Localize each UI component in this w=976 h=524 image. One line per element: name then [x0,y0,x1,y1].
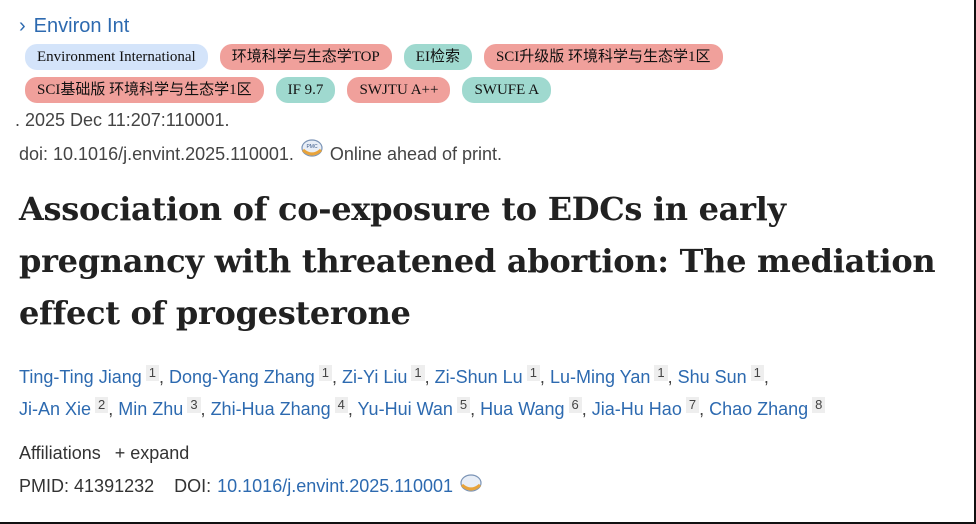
pmc-icon[interactable]: PMC [300,138,324,158]
author-link[interactable]: Ting-Ting Jiang [19,367,142,387]
affiliation-number[interactable]: 1 [411,365,425,381]
badge: 环境科学与生态学TOP [219,44,392,70]
author-link[interactable]: Yu-Hui Wan [357,399,453,419]
author-link[interactable]: Jia-Hu Hao [591,399,682,419]
affiliations-label: Affiliations [19,443,101,463]
doi-link[interactable]: 10.1016/j.envint.2025.110001 [217,476,454,496]
affiliation-number[interactable]: 3 [187,397,201,413]
affiliation-number[interactable]: 4 [334,397,348,413]
badge: SCI升级版 环境科学与生态学1区 [483,44,723,70]
author-link[interactable]: Dong-Yang Zhang [168,367,315,387]
pmid-value: 41391232 [74,476,155,496]
article-title: Association of co-exposure to EDCs in ea… [19,190,936,332]
identifiers: PMID: 41391232 DOI: 10.1016/j.envint.202… [19,473,966,497]
affiliation-number[interactable]: 1 [145,365,159,381]
journal-name: Environ Int [33,14,130,37]
pmid-label: PMID: [19,476,70,496]
affiliations: Affiliations + expand [19,443,966,464]
badge: SWJTU A++ [347,77,451,103]
expand-affiliations-button[interactable]: + expand [114,443,190,463]
pmc-icon[interactable] [459,473,483,493]
badge: Environment International [25,44,208,70]
author-link[interactable]: Shu Sun [677,367,747,387]
doi-line: doi: 10.1016/j.envint.2025.110001. PMC O… [19,139,966,169]
doi-text: doi: 10.1016/j.envint.2025.110001. [19,144,294,164]
affiliation-number[interactable]: 2 [95,397,109,413]
badge: SWUFE A [462,77,552,103]
citation: . 2025 Dec 11:207:110001. [15,110,230,130]
affiliation-number[interactable]: 1 [654,365,668,381]
author-link[interactable]: Zi-Yi Liu [342,367,408,387]
affiliation-number[interactable]: 7 [685,397,700,413]
author-link[interactable]: Ji-An Xie [19,399,92,419]
author-link[interactable]: Zhi-Hua Zhang [210,399,331,419]
journal-link[interactable]: › Environ Int [19,12,966,40]
svg-text:PMC: PMC [306,144,318,150]
affiliation-number[interactable]: 1 [318,365,332,381]
author-list: Ting-Ting Jiang 1, Dong-Yang Zhang 1, Zi-Y… [19,361,966,425]
author-link[interactable]: Lu-Ming Yan [549,367,651,387]
affiliation-number[interactable]: 5 [456,397,471,413]
author-link[interactable]: Min Zhu [118,399,184,419]
badge: EI检索 [403,44,472,70]
badge-list: Environment International 环境科学与生态学TOP EI检索… [25,44,845,103]
author-link[interactable]: Chao Zhang [709,399,809,419]
author-link[interactable]: Zi-Shun Lu [434,367,523,387]
publication-status: Online ahead of print. [329,144,503,164]
affiliation-number[interactable]: 1 [526,365,540,381]
affiliation-number[interactable]: 8 [812,397,826,413]
badge: IF 9.7 [275,77,336,103]
affiliation-number[interactable]: 1 [750,365,764,381]
doi-label: DOI: [174,476,212,496]
badge: SCI基础版 环境科学与生态学1区 [25,77,264,103]
article-header: › Environ Int Environment International 环… [15,12,966,497]
author-link[interactable]: Hua Wang [480,399,565,419]
affiliation-number[interactable]: 6 [568,397,582,413]
chevron-right-icon: › [19,14,26,37]
